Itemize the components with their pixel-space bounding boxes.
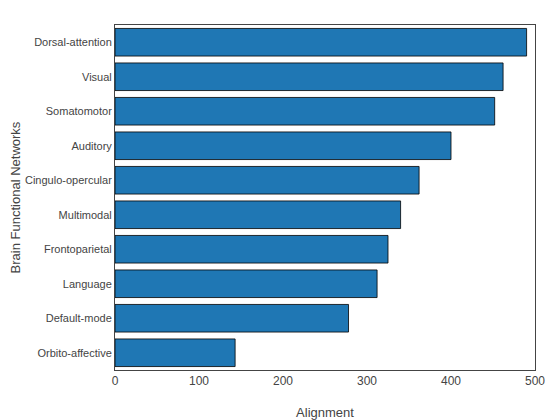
svg-text:400: 400 — [441, 374, 461, 388]
svg-text:500: 500 — [525, 374, 545, 388]
svg-text:Language: Language — [63, 278, 112, 290]
svg-text:200: 200 — [273, 374, 293, 388]
svg-text:Auditory: Auditory — [71, 140, 112, 152]
svg-text:100: 100 — [189, 374, 209, 388]
svg-text:Cingulo-opercular: Cingulo-opercular — [25, 174, 112, 186]
svg-text:Frontoparietal: Frontoparietal — [44, 243, 112, 255]
svg-text:Multimodal: Multimodal — [59, 209, 112, 221]
svg-text:Dorsal-attention: Dorsal-attention — [34, 36, 112, 48]
svg-text:0: 0 — [112, 374, 119, 388]
svg-text:Visual: Visual — [82, 71, 112, 83]
svg-text:300: 300 — [357, 374, 377, 388]
svg-text:Somatomotor: Somatomotor — [46, 105, 112, 117]
svg-text:Orbito-affective: Orbito-affective — [37, 347, 111, 359]
svg-text:Default-mode: Default-mode — [46, 312, 112, 324]
svg-text:Alignment: Alignment — [296, 405, 354, 420]
svg-text:Brain Functional Networks: Brain Functional Networks — [8, 121, 23, 273]
